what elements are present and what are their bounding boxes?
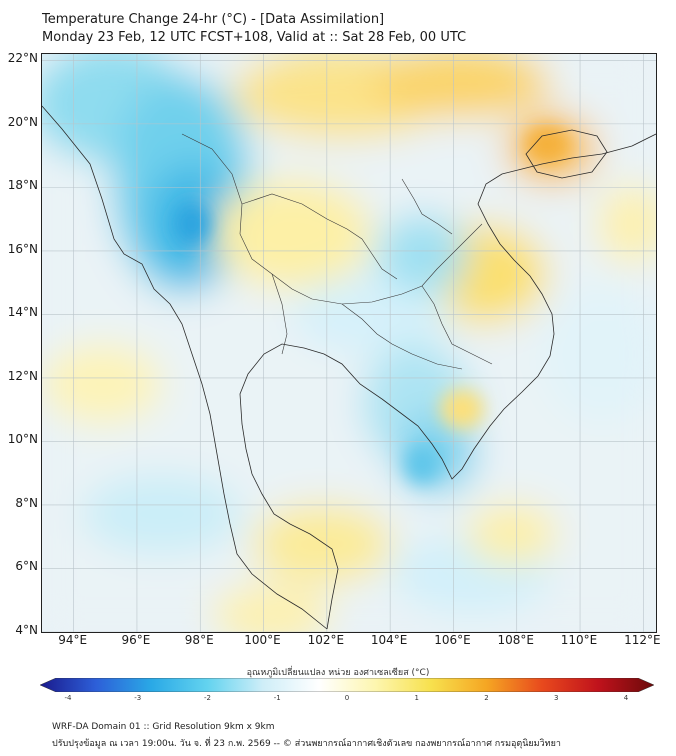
footer-model-info: WRF-DA Domain 01 :: Grid Resolution 9km …	[52, 722, 275, 732]
lat-label-16N: 16°N	[7, 241, 38, 256]
lon-label-110E: 110°E	[560, 633, 598, 647]
colorbar-tick: 2	[484, 694, 489, 702]
lat-label-6N: 6°N	[15, 559, 38, 574]
country-borders	[181, 133, 493, 370]
coastlines	[42, 105, 656, 630]
lon-label-100E: 100°E	[244, 633, 281, 647]
colorbar-tick: -3	[134, 694, 142, 702]
lon-label-96E: 96°E	[121, 633, 151, 647]
lon-label-112E: 112°E	[624, 633, 661, 647]
colorbar-tick: -1	[273, 694, 281, 702]
colorbar-tick: 1	[414, 694, 419, 702]
lon-label-94E: 94°E	[58, 633, 88, 647]
lon-label-108E: 108°E	[497, 633, 534, 647]
colorbar-tick: -2	[204, 694, 211, 702]
lat-label-18N: 18°N	[7, 178, 38, 193]
colorbar-tick: 0	[344, 694, 350, 702]
lat-label-10N: 10°N	[7, 432, 38, 447]
lon-label-106E: 106°E	[434, 633, 471, 647]
lon-label-104E: 104°E	[370, 633, 408, 647]
map-subtitle: Monday 23 Feb, 12 UTC FCST+108, Valid at…	[42, 30, 467, 45]
colorbar-tick: -4	[64, 694, 72, 702]
colorbar-tick: 4	[623, 694, 629, 702]
colorbar-title: อุณหภูมิเปลี่ยนแปลง หน่วย องศาเซลเซียส (…	[246, 668, 430, 678]
lon-label-102E: 102°E	[307, 633, 345, 647]
lat-label-8N: 8°N	[15, 495, 38, 510]
lat-label-22N: 22°N	[7, 51, 38, 66]
gridlines	[42, 54, 656, 632]
footer-update-info: ปรับปรุงข้อมูล ณ เวลา 19:00น. วัน จ. ที่…	[52, 739, 561, 749]
lat-label-14N: 14°N	[7, 305, 38, 320]
lon-label-98E: 98°E	[184, 633, 214, 647]
map-canvas	[42, 54, 656, 632]
lat-label-4N: 4°N	[15, 623, 38, 637]
colorbar	[40, 678, 654, 692]
map-title: Temperature Change 24-hr (°C) - [Data As…	[42, 12, 385, 27]
lat-label-20N: 20°N	[7, 114, 38, 129]
lat-label-12N: 12°N	[7, 368, 38, 383]
temperature-change-map	[41, 53, 657, 633]
colorbar-tick: 3	[554, 694, 559, 702]
